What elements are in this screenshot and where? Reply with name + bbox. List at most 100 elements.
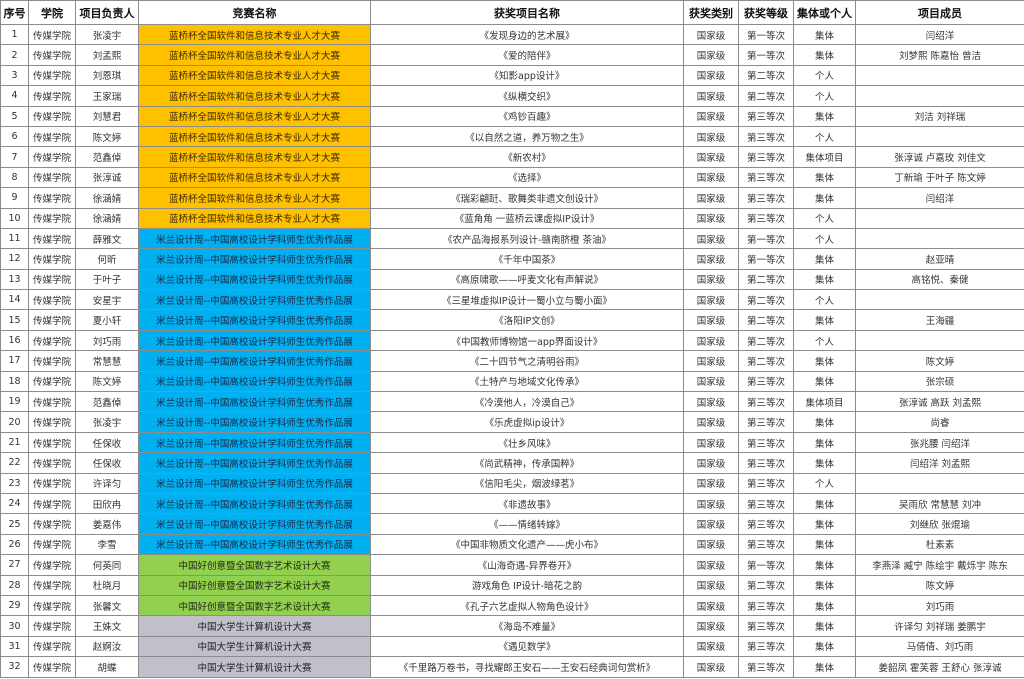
cell-no[interactable]: 1 [0,23,29,46]
cell-leader[interactable]: 刘慧君 [75,105,139,127]
cell-no[interactable]: 30 [0,615,29,637]
cell-type[interactable]: 集体 [793,554,856,576]
cell-level[interactable]: 第三等次 [738,146,794,168]
cell-category[interactable]: 国家级 [683,85,739,107]
cell-no[interactable]: 24 [0,492,29,515]
cell-members[interactable]: 尚睿 [855,411,1024,433]
cell-college[interactable]: 传媒学院 [28,635,76,658]
cell-category[interactable]: 国家级 [683,492,739,515]
cell-competition[interactable]: 米兰设计周--中国高校设计学科师生优秀作品展 [138,350,371,372]
cell-members[interactable]: 许译匀 刘祥瑞 姜鹏宇 [855,615,1024,637]
cell-college[interactable]: 传媒学院 [28,513,76,535]
cell-members[interactable] [855,85,1024,107]
cell-competition[interactable]: 米兰设计周--中国高校设计学科师生优秀作品展 [138,268,371,291]
cell-members[interactable]: 姜韶凤 霍芙蓉 王舒心 张淳诚 [855,656,1024,678]
cell-competition[interactable]: 蓝桥杯全国软件和信息技术专业人才大赛 [138,105,371,127]
cell-project[interactable]: 《纵横交织》 [370,85,684,107]
cell-college[interactable]: 传媒学院 [28,227,76,250]
cell-category[interactable]: 国家级 [683,431,739,454]
cell-type[interactable]: 集体 [793,187,856,209]
cell-category[interactable]: 国家级 [683,248,739,270]
cell-category[interactable]: 国家级 [683,187,739,209]
cell-level[interactable]: 第三等次 [738,472,794,494]
header-category[interactable]: 获奖类别 [683,0,739,25]
cell-type[interactable]: 集体 [793,370,856,393]
cell-competition[interactable]: 中国大学生计算机设计大赛 [138,656,371,678]
cell-project[interactable]: 《选择》 [370,166,684,189]
cell-leader[interactable]: 范鑫倬 [75,391,139,413]
cell-leader[interactable]: 张淳诚 [75,166,139,189]
cell-leader[interactable]: 刘恩琪 [75,64,139,87]
cell-college[interactable]: 传媒学院 [28,574,76,596]
cell-project[interactable]: 《农产品海报系列设计-赣南脐橙 茶油》 [370,227,684,250]
cell-type[interactable]: 集体 [793,452,856,474]
cell-project[interactable]: 《洛阳IP文创》 [370,309,684,331]
cell-college[interactable]: 传媒学院 [28,329,76,352]
cell-no[interactable]: 2 [0,44,29,66]
cell-type[interactable]: 集体 [793,656,856,678]
cell-project[interactable]: 《山海奇遇-异界卷开》 [370,554,684,576]
cell-no[interactable]: 26 [0,533,29,556]
cell-leader[interactable]: 薛雅文 [75,227,139,250]
cell-leader[interactable]: 陈文婷 [75,125,139,148]
cell-college[interactable]: 传媒学院 [28,492,76,515]
cell-competition[interactable]: 蓝桥杯全国软件和信息技术专业人才大赛 [138,166,371,189]
cell-members[interactable]: 杜素素 [855,533,1024,556]
cell-competition[interactable]: 中国大学生计算机设计大赛 [138,615,371,637]
cell-competition[interactable]: 米兰设计周--中国高校设计学科师生优秀作品展 [138,248,371,270]
cell-category[interactable]: 国家级 [683,594,739,617]
cell-leader[interactable]: 徐涵婧 [75,207,139,229]
cell-level[interactable]: 第三等次 [738,513,794,535]
cell-competition[interactable]: 蓝桥杯全国软件和信息技术专业人才大赛 [138,44,371,66]
cell-no[interactable]: 11 [0,227,29,250]
cell-level[interactable]: 第一等次 [738,44,794,66]
cell-level[interactable]: 第三等次 [738,615,794,637]
cell-competition[interactable]: 米兰设计周--中国高校设计学科师生优秀作品展 [138,289,371,311]
cell-college[interactable]: 传媒学院 [28,411,76,433]
cell-category[interactable]: 国家级 [683,574,739,596]
cell-project[interactable]: 《瑞彩翩跹、歌舞类非遗文创设计》 [370,187,684,209]
cell-category[interactable]: 国家级 [683,533,739,556]
cell-competition[interactable]: 米兰设计周--中国高校设计学科师生优秀作品展 [138,329,371,352]
cell-no[interactable]: 18 [0,370,29,393]
header-leader[interactable]: 项目负责人 [75,0,139,25]
header-project[interactable]: 获奖项目名称 [370,0,684,25]
cell-no[interactable]: 22 [0,452,29,474]
cell-project[interactable]: 《三星堆虚拟IP设计一蜀小立与蜀小面》 [370,289,684,311]
cell-no[interactable]: 13 [0,268,29,291]
cell-competition[interactable]: 蓝桥杯全国软件和信息技术专业人才大赛 [138,64,371,87]
cell-no[interactable]: 16 [0,329,29,352]
cell-project[interactable]: 《遇见数学》 [370,635,684,658]
header-type[interactable]: 集体或个人 [793,0,856,25]
cell-category[interactable]: 国家级 [683,350,739,372]
cell-category[interactable]: 国家级 [683,472,739,494]
cell-project[interactable]: 《千里路万卷书，寻找耀郎王安石——王安石经典词句赏析》 [370,656,684,678]
cell-competition[interactable]: 中国好创意暨全国数字艺术设计大赛 [138,554,371,576]
cell-college[interactable]: 传媒学院 [28,125,76,148]
cell-members[interactable]: 刘巧雨 [855,594,1024,617]
cell-competition[interactable]: 米兰设计周--中国高校设计学科师生优秀作品展 [138,492,371,515]
cell-type[interactable]: 集体 [793,411,856,433]
cell-no[interactable]: 15 [0,309,29,331]
cell-no[interactable]: 31 [0,635,29,658]
cell-category[interactable]: 国家级 [683,615,739,637]
cell-project[interactable]: 《壮乡风味》 [370,431,684,454]
cell-type[interactable]: 集体 [793,268,856,291]
cell-level[interactable]: 第三等次 [738,105,794,127]
cell-members[interactable]: 马倩倩、刘巧雨 [855,635,1024,658]
cell-no[interactable]: 17 [0,350,29,372]
cell-level[interactable]: 第一等次 [738,23,794,46]
cell-competition[interactable]: 蓝桥杯全国软件和信息技术专业人才大赛 [138,146,371,168]
cell-members[interactable] [855,472,1024,494]
cell-leader[interactable]: 常慧慧 [75,350,139,372]
cell-category[interactable]: 国家级 [683,44,739,66]
cell-leader[interactable]: 王姝文 [75,615,139,637]
cell-project[interactable]: 《土特产与地域文化传承》 [370,370,684,393]
cell-project[interactable]: 《发现身边的艺术展》 [370,23,684,46]
cell-no[interactable]: 20 [0,411,29,433]
cell-college[interactable]: 传媒学院 [28,23,76,46]
cell-college[interactable]: 传媒学院 [28,289,76,311]
cell-project[interactable]: 《以自然之道，养万物之生》 [370,125,684,148]
cell-project[interactable]: 《二十四节气之清明谷雨》 [370,350,684,372]
cell-members[interactable] [855,227,1024,250]
